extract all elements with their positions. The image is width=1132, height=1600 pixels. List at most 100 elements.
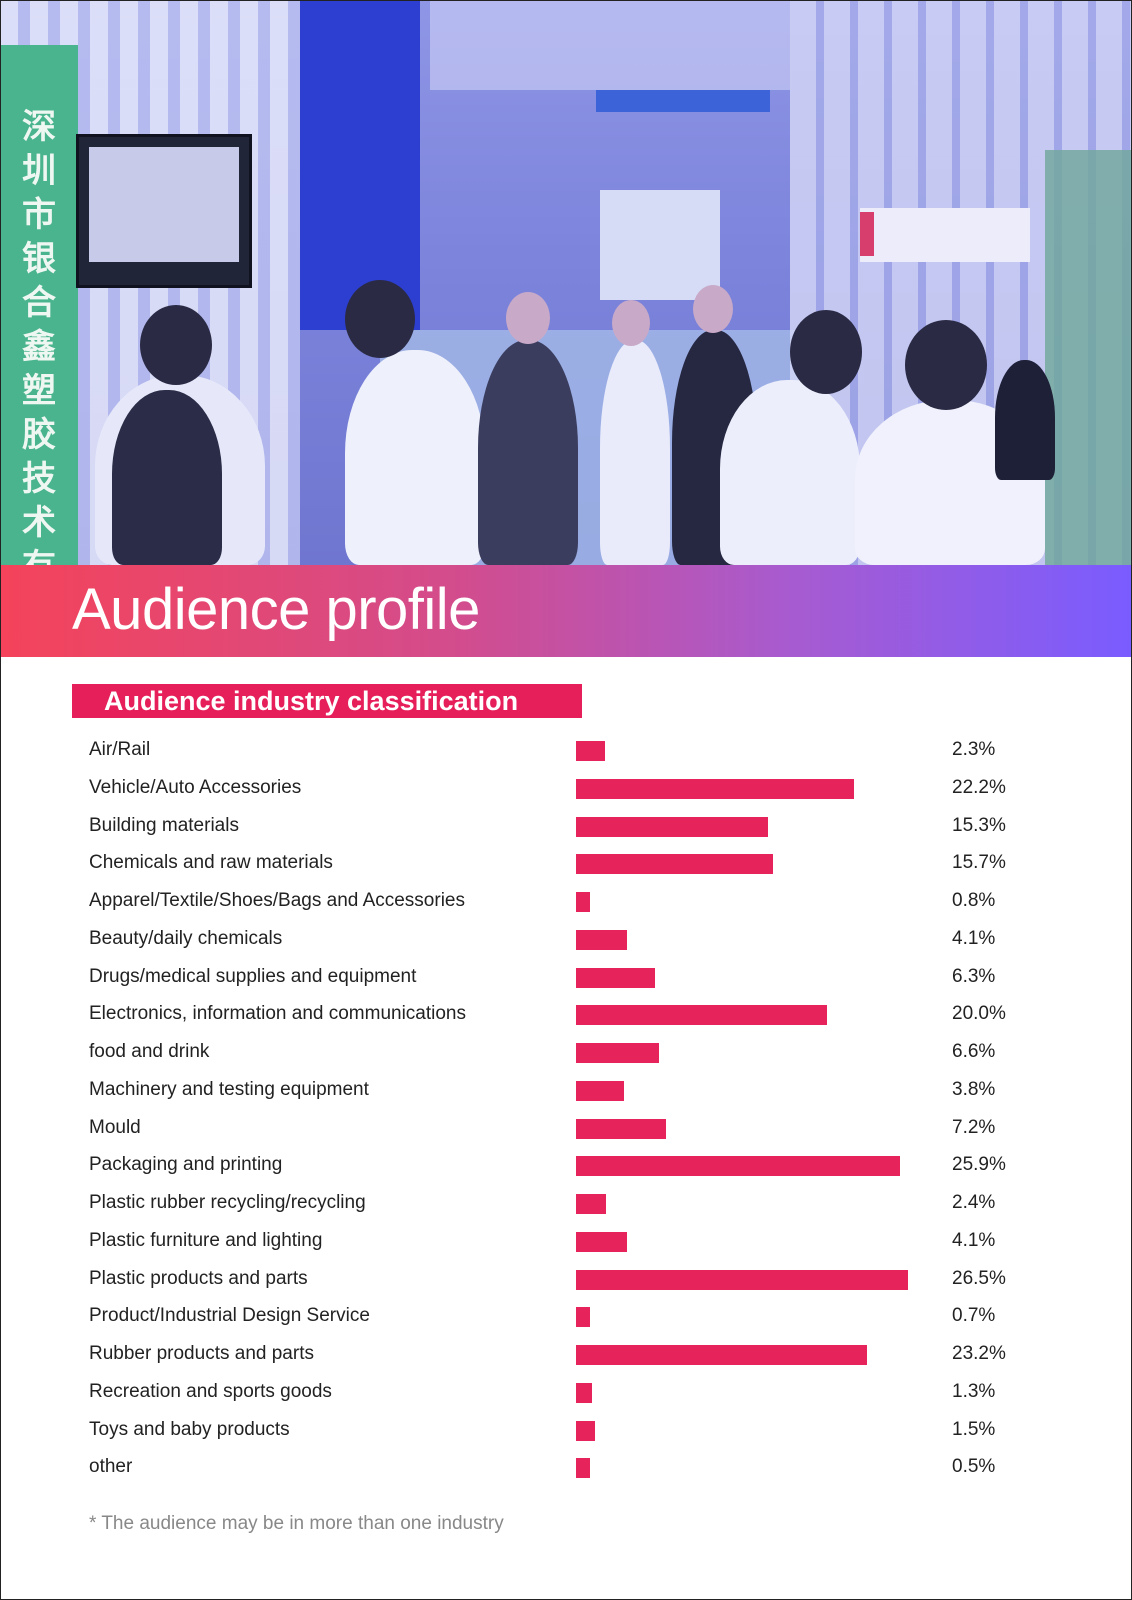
- hall-direction-sign: [596, 90, 770, 112]
- category-label: Rubber products and parts: [89, 1343, 314, 1364]
- category-label: Toys and baby products: [89, 1418, 290, 1440]
- chart-row: Plastic rubber recycling/recycling 2.4%: [0, 1184, 1132, 1222]
- visitor-figure: [345, 350, 485, 565]
- photo-blue-panel: [300, 0, 420, 330]
- value-label: 25.9%: [952, 1154, 1006, 1176]
- chart-row: Apparel/Textile/Shoes/Bags and Accessori…: [0, 882, 1132, 920]
- visitor-head: [905, 320, 987, 410]
- bar: [576, 967, 655, 988]
- chart-row: other 0.5%: [0, 1448, 1132, 1486]
- chart-row: Toys and baby products 1.5%: [0, 1411, 1132, 1449]
- value-label: 26.5%: [952, 1267, 1006, 1289]
- value-label: 0.5%: [952, 1456, 996, 1478]
- bar: [576, 1005, 827, 1026]
- category-label: Beauty/daily chemicals: [89, 927, 283, 949]
- photo-right-green-panel: [1045, 150, 1132, 565]
- category-label: Air/Rail: [89, 739, 151, 760]
- value-label: 15.3%: [952, 814, 1006, 836]
- category-label: Vehicle/Auto Accessories: [89, 776, 302, 798]
- value-label: 6.3%: [952, 965, 996, 987]
- visitor-head: [506, 292, 550, 344]
- value-label: 2.3%: [952, 739, 996, 760]
- value-label: 0.8%: [952, 890, 996, 911]
- bar: [576, 1080, 624, 1101]
- bar: [576, 892, 590, 912]
- bar: [576, 1382, 593, 1403]
- bar: [576, 816, 768, 837]
- visitor-figure: [720, 380, 860, 565]
- booth-vertical-text: 深圳市银合鑫塑胶技术有限公司: [22, 107, 56, 565]
- visitor-head: [790, 310, 862, 394]
- chart-title-badge: Audience industry classification: [72, 684, 582, 718]
- chart-row: Rubber products and parts 23.2%: [0, 1335, 1132, 1373]
- category-label: Recreation and sports goods: [89, 1380, 332, 1402]
- chart-row: Machinery and testing equipment 3.8%: [0, 1071, 1132, 1109]
- bar: [576, 1345, 867, 1365]
- bar: [576, 1156, 901, 1177]
- bar: [576, 854, 773, 875]
- bar: [576, 1118, 667, 1139]
- value-label: 7.2%: [952, 1116, 996, 1138]
- booth-vertical-banner: 深圳市银合鑫塑胶技术有限公司: [0, 45, 78, 565]
- category-label: Electronics, information and communicati…: [89, 1003, 467, 1025]
- chart-row: Electronics, information and communicati…: [0, 995, 1132, 1033]
- value-label: 2.4%: [952, 1192, 996, 1213]
- value-label: 0.7%: [952, 1305, 996, 1327]
- bar: [576, 1043, 659, 1063]
- category-label: Plastic products and parts: [89, 1267, 308, 1289]
- booth-display-screen: [76, 134, 252, 288]
- chart-row: Mould 7.2%: [0, 1109, 1132, 1147]
- visitor-figure: [995, 360, 1055, 480]
- chart-title: Audience industry classification: [104, 686, 519, 716]
- category-label: Plastic rubber recycling/recycling: [89, 1192, 366, 1213]
- chart-row: Chemicals and raw materials 15.7%: [0, 844, 1132, 882]
- visitor-head: [693, 285, 733, 333]
- value-label: 6.6%: [952, 1041, 996, 1062]
- bar: [576, 1269, 908, 1290]
- bar: [576, 1307, 590, 1328]
- category-label: Drugs/medical supplies and equipment: [89, 965, 417, 987]
- value-label: 4.1%: [952, 1229, 996, 1251]
- category-label: Chemicals and raw materials: [89, 852, 333, 874]
- category-label: Plastic furniture and lighting: [89, 1229, 323, 1251]
- chart-row: Vehicle/Auto Accessories 22.2%: [0, 769, 1132, 807]
- chart-row: Packaging and printing 25.9%: [0, 1146, 1132, 1184]
- bar: [576, 778, 855, 799]
- bar: [576, 929, 628, 950]
- visitor-figure: [478, 340, 578, 565]
- value-label: 3.8%: [952, 1078, 996, 1100]
- photo-ceiling: [430, 0, 790, 90]
- chart-row: Air/Rail 2.3%: [0, 731, 1132, 769]
- value-label: 23.2%: [952, 1343, 1006, 1364]
- category-label: food and drink: [89, 1041, 210, 1062]
- category-label: Product/Industrial Design Service: [89, 1305, 370, 1327]
- photo-corridor: [600, 190, 720, 300]
- chart-row: food and drink 6.6%: [0, 1033, 1132, 1071]
- bar: [576, 1458, 590, 1479]
- chart-row: Building materials 15.3%: [0, 807, 1132, 845]
- chart-row: Plastic furniture and lighting 4.1%: [0, 1222, 1132, 1260]
- category-label: Apparel/Textile/Shoes/Bags and Accessori…: [89, 890, 465, 911]
- visitor-head: [140, 305, 212, 385]
- value-label: 22.2%: [952, 776, 1006, 798]
- category-label: Mould: [89, 1116, 141, 1138]
- exhibition-photo: 深圳市银合鑫塑胶技术有限公司: [0, 0, 1132, 565]
- chart-row: Product/Industrial Design Service 0.7%: [0, 1297, 1132, 1335]
- bar: [576, 1420, 595, 1441]
- value-label: 4.1%: [952, 927, 996, 949]
- value-label: 1.5%: [952, 1418, 996, 1440]
- value-label: 15.7%: [952, 852, 1006, 874]
- chart-row: Beauty/daily chemicals 4.1%: [0, 920, 1132, 958]
- visitor-head: [345, 280, 415, 358]
- value-label: 20.0%: [952, 1003, 1006, 1025]
- visitor-head: [612, 300, 650, 346]
- chart-row: Plastic products and parts 26.5%: [0, 1260, 1132, 1298]
- section-header-band: Audience profile: [0, 565, 1132, 657]
- value-label: 1.3%: [952, 1380, 996, 1402]
- category-label: Packaging and printing: [89, 1154, 283, 1176]
- category-label: Machinery and testing equipment: [89, 1078, 369, 1100]
- bar: [576, 1231, 628, 1252]
- visitor-figure: [600, 340, 670, 565]
- category-label: Building materials: [89, 814, 239, 836]
- booth-sign-right: [860, 208, 1030, 262]
